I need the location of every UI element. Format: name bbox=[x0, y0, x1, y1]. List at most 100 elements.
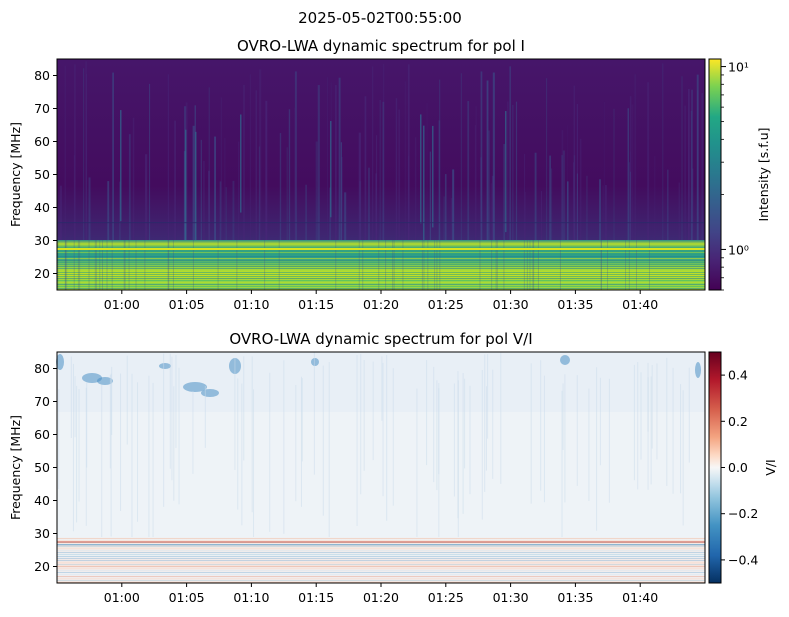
streak bbox=[145, 154, 148, 240]
streak bbox=[101, 384, 103, 558]
streak bbox=[633, 364, 635, 481]
streak bbox=[407, 155, 410, 240]
band-stripe bbox=[57, 560, 705, 561]
panel-vi-ylabel: Frequency [MHz] bbox=[8, 415, 23, 520]
panel-vi-colorbar: −0.4 −0.2 0.0 0.2 0.4 V/I bbox=[708, 351, 778, 584]
band-streak bbox=[128, 240, 130, 290]
blob bbox=[159, 363, 171, 369]
streak bbox=[192, 390, 194, 474]
streak bbox=[364, 96, 367, 240]
x-tick-label: 01:15 bbox=[298, 590, 334, 605]
band-stripe bbox=[57, 580, 705, 581]
band-streak bbox=[559, 240, 561, 290]
streak bbox=[86, 382, 88, 468]
streak bbox=[288, 109, 291, 240]
band-streak bbox=[192, 240, 194, 290]
band-stripe bbox=[57, 566, 705, 567]
streak bbox=[426, 102, 428, 240]
y-tick-label: 70 bbox=[34, 394, 50, 409]
y-tick-label: 20 bbox=[34, 266, 50, 281]
panel-vi-image bbox=[56, 352, 705, 583]
streak bbox=[436, 380, 438, 491]
panel-pol-i: OVRO-LWA dynamic spectrum for pol I 20 30… bbox=[8, 37, 771, 312]
streak bbox=[534, 152, 537, 240]
y-tick-label: 20 bbox=[34, 559, 50, 574]
streak bbox=[58, 389, 60, 490]
streak bbox=[232, 180, 235, 240]
streak bbox=[576, 375, 578, 486]
band-streak bbox=[99, 240, 101, 290]
band-stripe bbox=[57, 564, 705, 565]
band-stripe bbox=[57, 256, 705, 257]
band-streak bbox=[421, 240, 423, 290]
band-streak bbox=[358, 240, 360, 290]
band-stripe bbox=[57, 272, 705, 273]
streak bbox=[507, 101, 509, 240]
streak bbox=[492, 72, 495, 240]
streak bbox=[234, 357, 236, 470]
panel-i-y-ticks: 20 30 40 50 60 70 80 bbox=[34, 68, 57, 281]
streak bbox=[305, 184, 307, 240]
streak bbox=[647, 377, 649, 490]
x-tick-label: 01:05 bbox=[169, 297, 205, 312]
streak bbox=[654, 156, 656, 240]
y-tick-label: 70 bbox=[34, 101, 50, 116]
band-streak bbox=[362, 240, 364, 290]
streak bbox=[120, 110, 122, 222]
x-tick-label: 01:35 bbox=[557, 297, 593, 312]
band-streak bbox=[529, 240, 531, 290]
y-tick-label: 30 bbox=[34, 233, 50, 248]
band-streak bbox=[217, 240, 219, 290]
streak bbox=[640, 372, 642, 460]
streak bbox=[358, 132, 361, 240]
streak bbox=[678, 182, 681, 240]
streak bbox=[605, 184, 607, 240]
streak bbox=[241, 383, 243, 526]
streak bbox=[375, 135, 378, 240]
x-tick-label: 01:10 bbox=[233, 297, 269, 312]
streak bbox=[488, 130, 491, 240]
streak bbox=[225, 187, 227, 240]
streak bbox=[301, 378, 303, 462]
streak bbox=[286, 147, 288, 240]
streak bbox=[545, 78, 548, 241]
streak bbox=[696, 74, 699, 240]
streak bbox=[404, 81, 407, 240]
panel-i-ylabel: Frequency [MHz] bbox=[8, 122, 23, 227]
panel-i-title: OVRO-LWA dynamic spectrum for pol I bbox=[237, 37, 525, 55]
x-tick-label: 01:20 bbox=[363, 590, 399, 605]
band-stripe bbox=[57, 260, 705, 261]
streak bbox=[328, 362, 330, 542]
panel-i-colorbar-ticks: 10⁰ 10¹ bbox=[721, 60, 749, 291]
streak bbox=[185, 129, 187, 259]
band-streak bbox=[236, 240, 238, 290]
streak bbox=[551, 168, 553, 240]
streak bbox=[335, 84, 337, 241]
band-streak bbox=[532, 240, 534, 290]
streak bbox=[356, 355, 358, 526]
streak bbox=[341, 157, 343, 240]
band-streak bbox=[101, 240, 103, 290]
streak bbox=[382, 63, 385, 240]
streak bbox=[573, 85, 575, 241]
band-streak bbox=[95, 240, 97, 290]
colorbar-tick-label: 0.0 bbox=[728, 460, 748, 475]
y-tick-label: 50 bbox=[34, 167, 50, 182]
streak bbox=[457, 371, 459, 519]
streak bbox=[562, 383, 564, 450]
band-streak bbox=[427, 240, 429, 290]
streak bbox=[327, 77, 329, 240]
colorbar-tick-label: 10¹ bbox=[728, 60, 749, 75]
band-stripe bbox=[57, 540, 705, 541]
streak bbox=[429, 151, 432, 240]
streak bbox=[192, 125, 195, 240]
streak bbox=[602, 185, 604, 240]
streak bbox=[283, 360, 285, 534]
streak bbox=[152, 382, 154, 558]
streak bbox=[381, 356, 383, 421]
blob bbox=[183, 382, 207, 392]
band-stripe bbox=[57, 288, 705, 289]
band-stripe bbox=[57, 276, 705, 277]
figure-title: 2025-05-02T00:55:00 bbox=[298, 9, 462, 27]
panel-i-streaks bbox=[59, 61, 703, 259]
